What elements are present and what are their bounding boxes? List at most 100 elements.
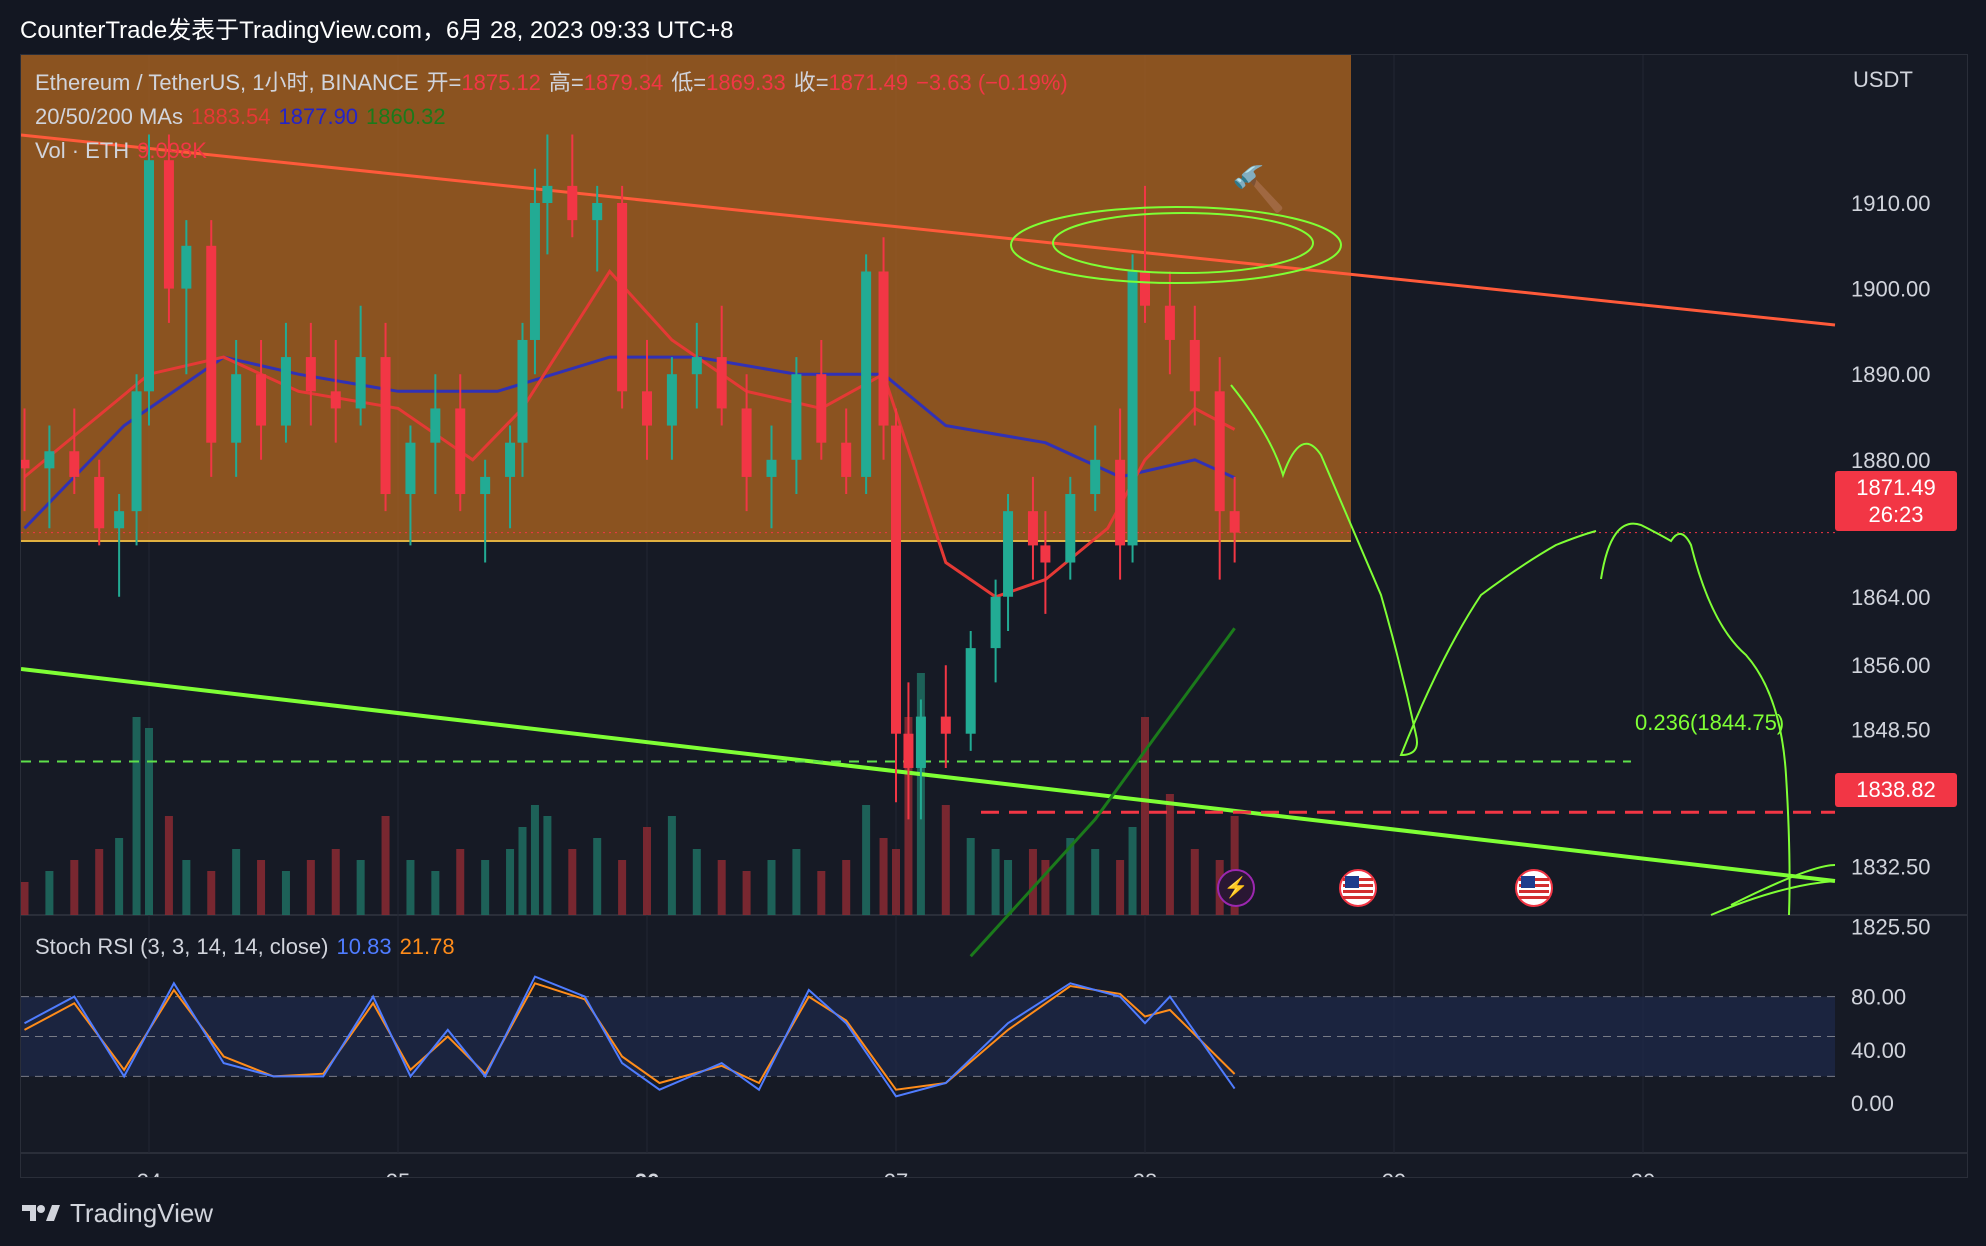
legend-low-value: 1869.33: [706, 70, 786, 95]
candle-body: [1229, 511, 1240, 533]
volume-bar: [817, 871, 826, 915]
candle-body: [816, 374, 827, 443]
volume-bar: [45, 871, 54, 915]
candle-body: [567, 185, 578, 221]
lightning-event-icon[interactable]: ⚡: [1217, 869, 1255, 907]
candle-countdown: 26:23: [1868, 502, 1924, 527]
us-flag-event-icon-2[interactable]: [1515, 869, 1553, 907]
legend-low-label: 低=: [671, 70, 707, 95]
volume-bar: [618, 860, 627, 915]
volume-bar: [232, 849, 241, 915]
volume-bar: [1091, 849, 1100, 915]
ma200-line: [969, 627, 1236, 958]
time-tick-label: 26: [635, 1169, 659, 1177]
legend-ma-row: 20/50/200 MAs 1883.54 1877.90 1860.32: [35, 101, 454, 133]
candle-body: [69, 451, 80, 477]
candle-body: [231, 374, 242, 443]
candle-body: [1214, 391, 1225, 512]
candle-body: [256, 374, 267, 426]
candle-body: [965, 648, 976, 734]
volume-bar: [1165, 794, 1174, 915]
candle-body: [355, 357, 366, 409]
volume-bar: [1230, 816, 1239, 915]
legend-vol-value: 9.098K: [137, 138, 207, 163]
volume-bar: [862, 805, 871, 915]
price-tick-label: 1856.00: [1851, 653, 1931, 678]
volume-bar: [257, 860, 266, 915]
volume-bar: [991, 849, 1000, 915]
volume-bar: [431, 871, 440, 915]
volume-bar: [879, 838, 888, 915]
price-tick-label: 1900.00: [1851, 277, 1931, 302]
volume-bar: [643, 827, 651, 915]
candle-body: [990, 596, 1001, 649]
volume-bar: [506, 849, 515, 915]
candle-body: [455, 408, 466, 495]
legend-close-label: 收=: [793, 70, 829, 95]
volume-bar: [593, 838, 602, 915]
descending-resistance-trendline: [21, 133, 1836, 327]
volume-bar: [406, 860, 415, 915]
price-tick-label: 1832.50: [1851, 854, 1931, 879]
stoch-rsi-d-value: 21.78: [399, 934, 455, 959]
volume-bar: [456, 849, 465, 915]
publish-header: CounterTrade发表于TradingView.com，6月 28, 20…: [20, 17, 734, 44]
candle-body: [517, 339, 528, 443]
volume-bar: [306, 860, 315, 915]
candle-body: [716, 357, 727, 409]
candle-body: [505, 442, 516, 477]
volume-bar: [115, 838, 124, 915]
drawn-ellipse-inner: [1052, 212, 1314, 274]
legend-close-value: 1871.49: [828, 70, 909, 95]
candle-body: [791, 374, 802, 460]
candle-body: [1140, 271, 1150, 306]
candle-body: [617, 203, 628, 392]
price-tick-label: 1864.00: [1851, 585, 1931, 610]
candle-body: [330, 391, 341, 409]
legend-open-label: 开=: [426, 70, 462, 95]
stoch-rsi-label: Stoch RSI: [35, 934, 135, 959]
volume-bar: [692, 849, 701, 915]
legend-symbol-row: Ethereum / TetherUS, 1小时, BINANCE 开=1875.…: [35, 67, 1076, 99]
candle-body: [903, 733, 914, 768]
stoch-tick-label: 80.00: [1851, 985, 1906, 1010]
volume-bar: [356, 860, 365, 915]
volume-bar: [182, 860, 191, 915]
price-axis-currency: USDT: [1853, 67, 1913, 92]
time-tick-label: 27: [884, 1169, 908, 1177]
candle-body: [114, 511, 125, 529]
drawn-projection-path-3: [1710, 864, 1836, 916]
candle-body: [940, 716, 951, 734]
candle-body: [280, 357, 291, 426]
candle-body: [666, 374, 677, 426]
volume-bar: [767, 860, 776, 915]
candle-body: [163, 160, 174, 289]
chart-frame[interactable]: 1910.00 1900.00 1890.00 1880.00 1864.00 1856.…: [20, 54, 1968, 1178]
current-price-badge: 1871.49 26:23: [1835, 471, 1957, 531]
price-tick-label: 1880.00: [1851, 448, 1931, 473]
candle-body: [1003, 511, 1014, 597]
volume-bar: [717, 860, 726, 915]
volume-bar: [842, 860, 851, 915]
volume-bar: [892, 849, 900, 915]
us-flag-event-icon[interactable]: [1339, 869, 1377, 907]
candle-body: [1040, 545, 1051, 563]
candle-body: [1090, 459, 1101, 495]
candle-body: [1115, 459, 1126, 546]
time-tick-label: 24: [137, 1169, 161, 1177]
time-tick-label: 30: [1631, 1169, 1655, 1177]
candle-body: [380, 357, 391, 495]
legend-high-label: 高=: [548, 70, 584, 95]
candle-body: [181, 245, 192, 289]
drawn-projection-path: [1230, 384, 1597, 757]
chart-canvas[interactable]: 1910.00 1900.00 1890.00 1880.00 1864.00 1856.…: [21, 55, 1967, 1177]
legend-ma20: 1883.54: [190, 104, 271, 129]
candle-body: [480, 476, 491, 495]
volume-bar: [518, 827, 527, 915]
volume-bar: [742, 871, 751, 915]
candle-body: [21, 459, 30, 469]
legend-ma50: 1877.90: [278, 104, 359, 129]
volume-bar: [1066, 838, 1075, 915]
candle-body: [642, 391, 652, 426]
candle-body: [841, 442, 852, 477]
